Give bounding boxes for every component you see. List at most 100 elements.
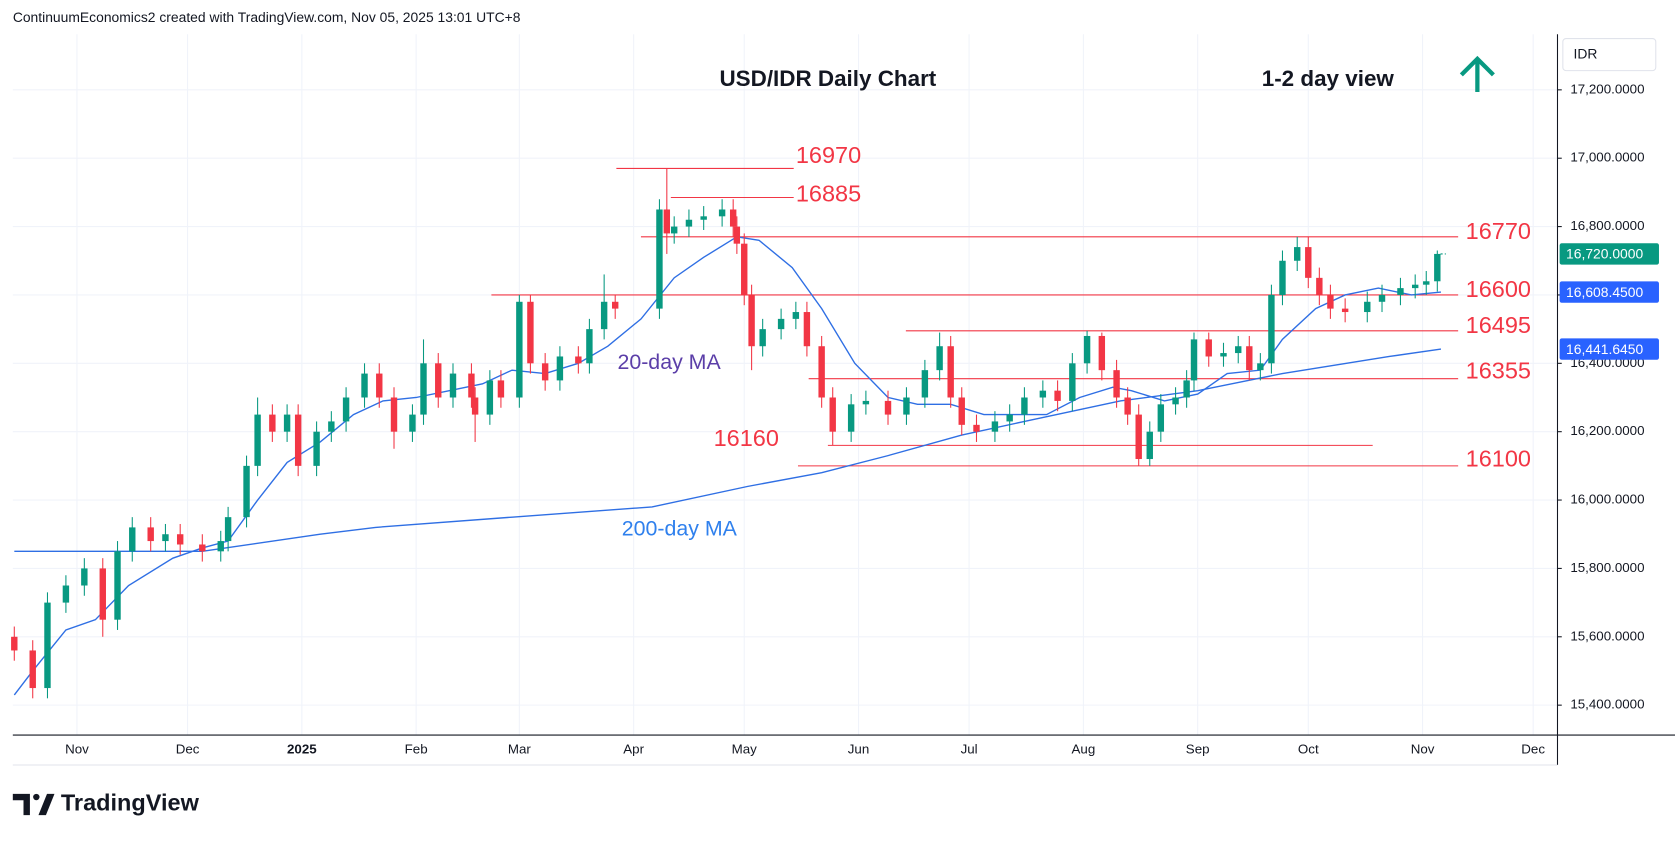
level-label: 16495	[1466, 312, 1531, 338]
candle-body	[1205, 339, 1212, 357]
candle-body	[1157, 404, 1165, 432]
level-label: 16770	[1466, 218, 1531, 244]
x-tick-label: May	[732, 742, 758, 757]
x-tick-label: Sep	[1186, 742, 1210, 757]
candle-body	[575, 356, 582, 364]
candle-body	[729, 209, 737, 227]
level-label: 16355	[1466, 357, 1531, 383]
candle-body	[199, 544, 206, 552]
candles	[11, 168, 1441, 699]
currency-box[interactable]	[1562, 38, 1657, 72]
candle-body	[342, 397, 350, 422]
candle-body	[1021, 397, 1028, 415]
candle-body	[1294, 247, 1301, 261]
candle-body	[600, 301, 608, 330]
x-tick-label: Jul	[961, 742, 978, 757]
x-tick-label: Apr	[623, 742, 644, 757]
candle-body	[541, 363, 549, 381]
candle-body	[803, 312, 811, 347]
candle-body	[1378, 294, 1386, 302]
candle-body	[1039, 390, 1047, 398]
candle-body	[1069, 363, 1076, 401]
x-tick-label: Aug	[1072, 742, 1096, 757]
x-tick-label: Feb	[405, 742, 428, 757]
candle-body	[1279, 260, 1286, 295]
candle-body	[1411, 284, 1419, 289]
chart-subtitle: 1-2 day view	[1262, 66, 1395, 91]
currency-label: IDR	[1574, 45, 1598, 61]
candle-body	[556, 356, 564, 381]
candle-body	[884, 400, 892, 415]
price-box	[1559, 243, 1659, 265]
candle-body	[663, 209, 671, 234]
candle-body	[468, 373, 475, 398]
x-tick-label: Mar	[508, 742, 532, 757]
candle-body	[29, 650, 36, 689]
candle-body	[936, 346, 943, 371]
candle-body	[224, 517, 232, 542]
candle-body	[11, 636, 18, 651]
candle-body	[294, 414, 302, 466]
candle-body	[1257, 363, 1264, 371]
candle-body	[497, 380, 505, 398]
candle-body	[991, 421, 999, 432]
y-tick-label: 16,000.0000	[1570, 492, 1644, 507]
ma-label: 200-day MA	[622, 517, 738, 541]
level-label: 16970	[796, 142, 861, 168]
candle-body	[1083, 335, 1091, 364]
candle-body	[62, 585, 70, 603]
candle-body	[818, 346, 825, 398]
candle-body	[390, 397, 398, 432]
candle-body	[162, 534, 169, 542]
y-tick-label: 17,200.0000	[1570, 81, 1644, 96]
candle-body	[1235, 346, 1242, 354]
candle-body	[862, 400, 870, 405]
candle-body	[1190, 339, 1198, 381]
x-tick-label: Nov	[1411, 742, 1435, 757]
level-label: 16885	[796, 181, 861, 207]
candle-body	[283, 414, 291, 432]
candle-body	[1006, 414, 1013, 422]
candle-body	[685, 219, 693, 227]
candle-body	[829, 397, 836, 432]
y-tick-label: 15,800.0000	[1570, 560, 1644, 575]
candle-body	[612, 301, 619, 309]
level-label: 16600	[1466, 276, 1531, 302]
x-tick-label: Nov	[65, 742, 89, 757]
x-tick-label: Jun	[848, 742, 870, 757]
candle-body	[313, 431, 320, 466]
candle-body	[1246, 346, 1253, 371]
x-tick-label: 2025	[287, 742, 317, 757]
candle-body	[670, 226, 678, 234]
candle-body	[1364, 301, 1371, 313]
candle-body	[409, 414, 416, 432]
candle-body	[903, 397, 910, 415]
candle-body	[958, 397, 965, 425]
candle-body	[44, 602, 51, 689]
candle-body	[81, 568, 88, 586]
candle-body	[1327, 294, 1334, 309]
candle-body	[759, 329, 766, 347]
candle-body	[527, 301, 534, 364]
candle-body	[748, 294, 755, 347]
candle-body	[973, 424, 980, 432]
level-label: 16100	[1466, 446, 1531, 472]
candle-body	[1054, 390, 1061, 401]
candle-body	[328, 421, 335, 432]
candle-body	[1135, 414, 1142, 460]
candle-body	[718, 209, 726, 217]
candle-body	[1268, 294, 1275, 364]
x-tick-label: Oct	[1298, 742, 1319, 757]
candle-body	[1423, 281, 1430, 285]
candle-body	[1172, 397, 1179, 405]
candle-body	[1434, 253, 1441, 282]
candle-body	[1305, 247, 1312, 278]
candle-body	[700, 216, 707, 220]
candle-body	[129, 527, 136, 552]
candle-body	[420, 363, 427, 415]
header: ContinuumEconomics2 created with Trading…	[13, 9, 521, 25]
candle-body	[254, 414, 261, 466]
